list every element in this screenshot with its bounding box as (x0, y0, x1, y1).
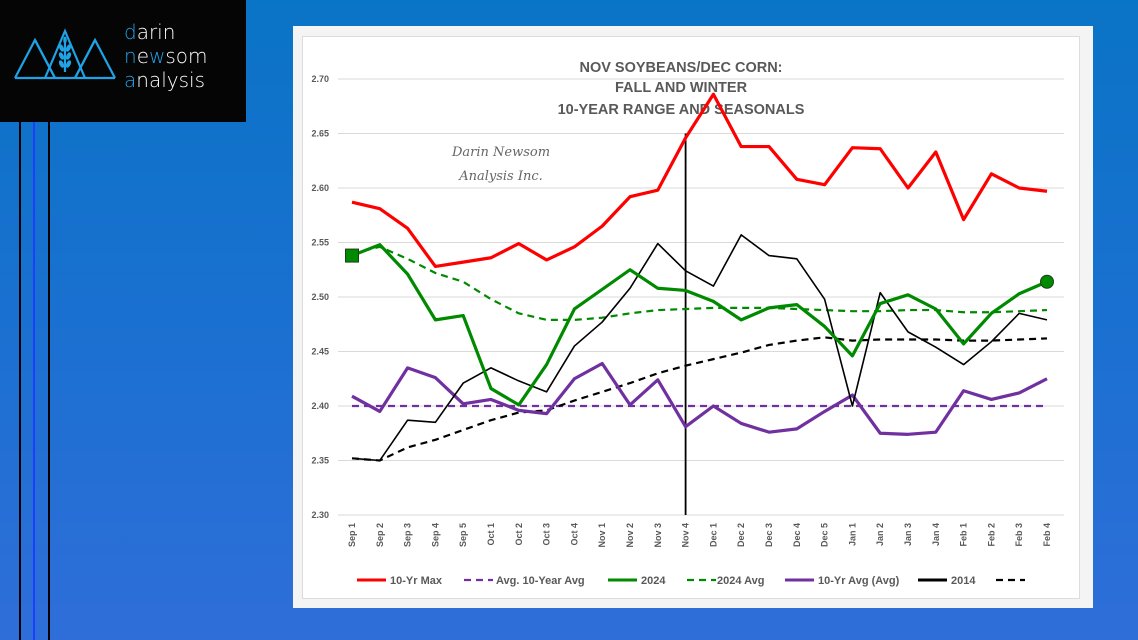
decor-line-middle (33, 122, 35, 640)
x-tick-label: Sep 4 (430, 523, 440, 547)
brand-line-2: newsom (124, 44, 208, 68)
series-line-10-yr-max (351, 92, 1048, 269)
y-axis-ticks: 2.70 2.65 2.60 2.55 2.50 2.45 2.40 2.35 2.30 (311, 74, 329, 520)
legend-label-2014: 2014 (951, 575, 976, 587)
brand-line-3: analysis (124, 68, 208, 92)
x-tick-label: Sep 3 (403, 523, 413, 547)
x-tick-label: Oct 1 (486, 523, 496, 546)
watermark: Darin Newsom Analysis Inc. (451, 145, 550, 184)
x-tick-label: Nov 4 (681, 523, 691, 548)
x-tick-label: Dec 3 (764, 523, 774, 547)
brand-letter: d (124, 20, 137, 44)
x-tick-label: Oct 4 (569, 523, 579, 546)
brand-word: e (136, 44, 149, 68)
x-tick-label: Jan 2 (875, 523, 885, 546)
x-tick-label: Jan 1 (847, 523, 857, 546)
legend-label-10-yr-max: 10-Yr Max (390, 575, 443, 587)
chart-title: NOV SOYBEANS/DEC CORN: FALL AND WINTER 1… (558, 60, 805, 118)
x-tick-label: Nov 1 (597, 523, 607, 548)
series-line-2024-avg (351, 245, 1048, 321)
x-tick-label: Feb 4 (1042, 523, 1052, 547)
y-tick-label: 2.70 (311, 74, 329, 84)
x-tick-label: Oct 2 (514, 523, 524, 546)
legend-label-avg-10-year-avg: Avg. 10-Year Avg (496, 575, 585, 587)
chart-title-line-1: NOV SOYBEANS/DEC CORN: (579, 60, 782, 76)
x-tick-label: Dec 2 (736, 523, 746, 547)
chart-title-line-3: 10-YEAR RANGE AND SEASONALS (558, 102, 805, 118)
legend-label-2024-avg: 2024 Avg (717, 575, 765, 587)
series-start-marker (345, 248, 359, 263)
x-tick-label: Feb 1 (959, 523, 969, 547)
series-line-10-yr-avg-avg (351, 361, 1048, 436)
x-tick-label: Oct 3 (542, 523, 552, 546)
brand-letter: w (149, 44, 166, 68)
legend-label-10-yr-avg-avg: 10-Yr Avg (Avg) (818, 575, 900, 587)
x-tick-label: Feb 3 (1014, 523, 1024, 547)
y-tick-label: 2.60 (311, 183, 329, 193)
chart-title-line-2: FALL AND WINTER (615, 80, 748, 96)
decor-line-right (48, 122, 50, 640)
series-group (345, 92, 1054, 462)
brand-letter: a (124, 68, 137, 92)
series-line-2014 (351, 234, 1048, 462)
y-tick-label: 2.45 (311, 347, 329, 357)
x-axis-ticks: Sep 1 Sep 2 Sep 3 Sep 4 Sep 5 Oct 1 Oct 2 Oct 3… (347, 523, 1052, 548)
watermark-line-2: Analysis Inc. (458, 169, 543, 184)
y-tick-label: 2.30 (311, 510, 329, 520)
brand-name: darin newsom analysis (124, 20, 208, 92)
x-tick-label: Jan 4 (931, 523, 941, 546)
y-tick-label: 2.55 (311, 238, 329, 248)
brand-word: nalysis (136, 68, 205, 92)
watermark-line-1: Darin Newsom (451, 145, 550, 160)
x-tick-label: Nov 3 (653, 523, 663, 548)
legend: 10-Yr Max Avg. 10-Year Avg 2024 2024 Avg 10-… (357, 575, 1025, 587)
brand-word: som (165, 44, 208, 68)
series-end-marker (1040, 274, 1054, 289)
y-tick-label: 2.65 (311, 129, 329, 139)
brand-word: arin (136, 20, 176, 44)
x-tick-label: Dec 4 (792, 523, 802, 547)
brand-letter: n (124, 44, 137, 68)
chart-panel (302, 36, 1080, 599)
series-line-unnamed-dashed (351, 336, 1048, 462)
mountains-wheat-logo-icon (14, 28, 116, 80)
brand-logo: darin newsom analysis (0, 0, 246, 122)
brand-line-1: darin (124, 20, 208, 44)
x-tick-label: Feb 2 (986, 523, 996, 547)
x-tick-label: Sep 5 (458, 523, 468, 547)
legend-label-2024: 2024 (641, 575, 666, 587)
y-tick-label: 2.35 (311, 456, 329, 466)
decor-line-left (19, 122, 21, 640)
series-line-2024 (351, 243, 1048, 407)
x-tick-label: Dec 1 (708, 523, 718, 547)
y-tick-label: 2.40 (311, 401, 329, 411)
y-tick-label: 2.50 (311, 292, 329, 302)
x-tick-label: Jan 3 (903, 523, 913, 546)
x-tick-label: Nov 2 (625, 523, 635, 548)
x-tick-label: Sep 2 (375, 523, 385, 547)
x-tick-label: Dec 5 (820, 523, 830, 547)
x-tick-label: Sep 1 (347, 523, 357, 547)
